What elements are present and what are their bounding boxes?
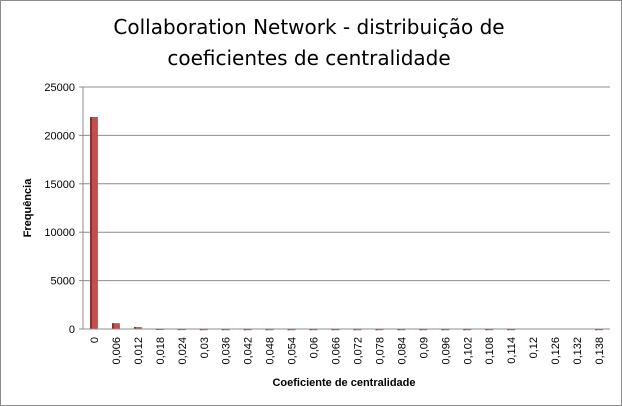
x-tick-label: 0,072 — [352, 337, 364, 365]
x-tick-label: 0,138 — [594, 337, 606, 365]
x-tick-label: 0 — [89, 337, 101, 343]
bar — [90, 117, 98, 330]
x-tick-label: 0,066 — [331, 337, 343, 365]
x-tick-label: 0,006 — [111, 337, 123, 365]
grid-lines — [83, 86, 610, 282]
x-tick-label: 0,018 — [155, 337, 167, 365]
x-tick-label: 0,078 — [374, 337, 386, 365]
chart-title-line-2: coeficientes de centralidade — [167, 46, 450, 70]
x-tick-labels: 0 0,006 0,012 0,018 0,024 0,03 0,036 0,042 0,048… — [89, 337, 606, 365]
x-tick-label: 0,03 — [199, 337, 211, 358]
x-tick-label: 0,042 — [243, 337, 255, 365]
x-tick-label: 0,024 — [177, 337, 189, 365]
x-tick-label: 0,126 — [550, 337, 562, 365]
y-tick-label: 0 — [69, 324, 75, 336]
x-tick-label: 0,09 — [418, 337, 430, 358]
chart-title-line-1: Collaboration Network - distribuição de — [113, 15, 504, 39]
x-tick-label: 0,084 — [396, 337, 408, 365]
bars — [90, 117, 603, 331]
x-tick-label: 0,114 — [506, 337, 518, 364]
y-tick-label: 20000 — [44, 130, 75, 142]
bar-edge-shade — [90, 117, 93, 330]
y-tick-label: 15000 — [44, 179, 75, 191]
x-tick-label: 0,102 — [462, 337, 474, 365]
y-tick-label: 10000 — [44, 227, 75, 239]
bar-edge-shade — [133, 327, 136, 329]
x-tick-label: 0,108 — [484, 337, 496, 365]
x-tick-label: 0,096 — [440, 337, 452, 365]
x-tick-label: 0,06 — [309, 337, 321, 358]
y-tick-label: 25000 — [44, 82, 75, 94]
x-axis-label: Coeficiente de centralidade — [272, 377, 415, 389]
x-tick-label: 0,048 — [265, 337, 277, 365]
y-tick-label: 5000 — [51, 276, 75, 288]
x-tick-label: 0,054 — [287, 337, 299, 365]
y-tick-labels: 0 5000 10000 15000 20000 25000 — [44, 82, 83, 336]
bar-edge-shade — [111, 323, 114, 329]
x-tick-label: 0,036 — [221, 337, 233, 365]
x-tick-label: 0,012 — [133, 337, 145, 365]
bar — [111, 323, 120, 329]
x-tick-label: 0,132 — [572, 337, 584, 365]
bar — [133, 327, 142, 329]
x-tick-label: 0,12 — [528, 337, 540, 358]
y-axis-label: Frequência — [22, 178, 34, 238]
